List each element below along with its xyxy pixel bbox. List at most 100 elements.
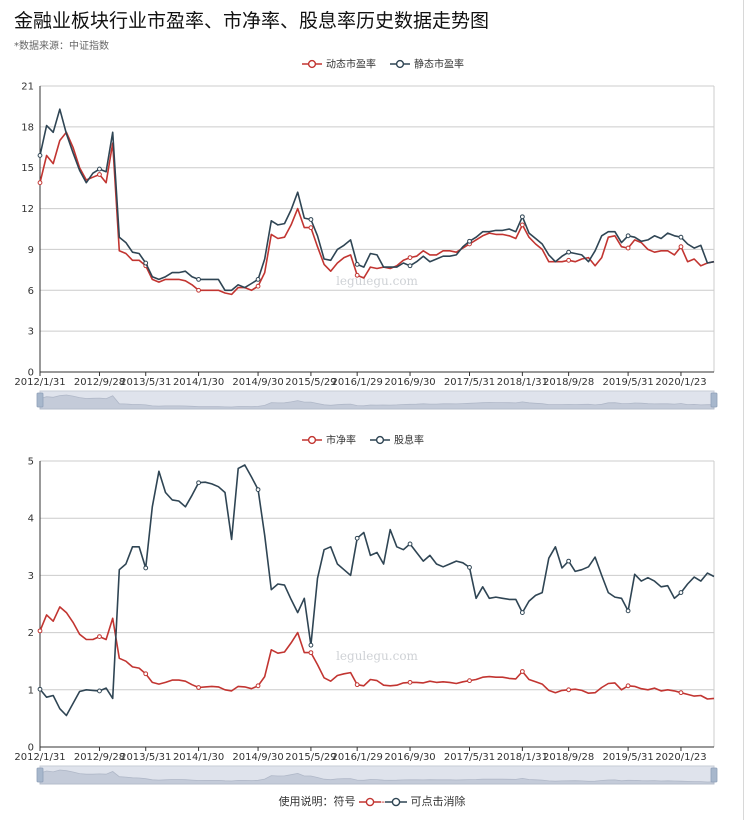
x-tick-label: 2013/5/31 [120, 377, 171, 388]
legend-item-2[interactable]: 静态市盈率 [390, 58, 464, 71]
data-point [354, 262, 360, 267]
y-tick-label: 21 [21, 82, 34, 93]
legend-marker [375, 435, 385, 445]
y-tick-label: 9 [28, 245, 34, 256]
zoom-preview [39, 769, 715, 785]
y-tick-label: 6 [28, 286, 34, 297]
x-tick-label: 2020/1/23 [655, 377, 706, 388]
x-tick-label: 2014/1/30 [173, 752, 224, 763]
zoom-preview [39, 394, 715, 410]
data-point [678, 690, 684, 696]
data-point [566, 257, 572, 263]
data-point [678, 244, 684, 250]
data-point [255, 487, 261, 493]
y-tick-label: 3 [28, 571, 34, 582]
data-point [467, 564, 472, 570]
zoom-handle-left[interactable] [36, 392, 44, 408]
data-point [97, 688, 102, 694]
x-tick-label: 2018/9/28 [543, 377, 594, 388]
zoom-handle-right[interactable] [710, 767, 718, 783]
y-tick-label: 4 [28, 514, 34, 525]
y-tick-label: 18 [21, 122, 34, 133]
x-tick-label: 2012/9/28 [74, 752, 125, 763]
data-point [37, 180, 43, 186]
y-tick-label: 5 [28, 457, 34, 468]
x-tick-label: 2014/9/30 [232, 377, 283, 388]
watermark: legulegu.com [336, 649, 418, 663]
legend-label: 动态市盈率 [326, 58, 376, 71]
series-line-2 [39, 108, 715, 292]
data-point [196, 276, 201, 282]
data-point [678, 590, 684, 595]
series-line-1 [39, 606, 715, 700]
data-point [255, 683, 261, 689]
data-point [37, 628, 43, 634]
x-tick-label: 2017/5/31 [444, 377, 495, 388]
y-tick-label: 0 [28, 368, 34, 379]
x-tick-label: 2012/1/31 [14, 752, 65, 763]
x-tick-label: 2015/5/29 [285, 377, 336, 388]
x-tick-label: 2014/9/30 [232, 752, 283, 763]
usage-note: 使用说明：符号 - 可点击消除 [278, 795, 466, 808]
x-tick-label: 2016/9/30 [384, 377, 435, 388]
data-point [519, 610, 525, 615]
legend-marker [307, 59, 317, 69]
data-point [255, 276, 261, 282]
data-point [354, 272, 360, 278]
x-tick-label: 2018/1/31 [497, 752, 548, 763]
data-point [519, 222, 525, 228]
watermark: legulegu.com [336, 274, 418, 288]
x-tick-label: 2019/5/31 [602, 752, 653, 763]
data-point [566, 249, 572, 255]
data-point [97, 634, 102, 640]
data-point [407, 255, 413, 261]
page-title: 金融业板块行业市盈率、市净率、股息率历史数据走势图 [14, 10, 490, 32]
data-point [37, 153, 43, 158]
data-point [407, 541, 413, 547]
zoom-handle-left[interactable] [36, 767, 44, 783]
data-point [625, 683, 631, 689]
usage-note-prefix: 使用说明：符号 [278, 795, 356, 808]
data-point [308, 642, 314, 648]
x-tick-label: 2017/5/31 [444, 752, 495, 763]
data-point [308, 650, 314, 656]
data-point [625, 608, 631, 614]
x-tick-label: 2016/9/30 [384, 752, 435, 763]
x-tick-label: 2015/5/29 [285, 752, 336, 763]
legend-item-1[interactable]: 动态市盈率 [302, 58, 376, 71]
data-point [519, 214, 525, 220]
zoom-handle-right[interactable] [710, 392, 718, 408]
y-tick-label: 1 [28, 685, 34, 696]
data-zoom-slider[interactable] [36, 765, 718, 785]
data-point [255, 283, 261, 289]
data-point [196, 480, 201, 486]
data-point [467, 238, 472, 244]
data-point [143, 671, 149, 677]
usage-note-suffix: 可点击消除 [410, 795, 466, 808]
legend-symbol-red-icon [359, 797, 381, 807]
data-zoom-slider[interactable] [36, 390, 718, 410]
data-point [196, 287, 201, 293]
legend-marker [307, 435, 317, 445]
data-point [467, 678, 472, 684]
legend-item-1[interactable]: 市净率 [302, 434, 356, 447]
data-point [407, 679, 413, 685]
data-point [143, 565, 149, 571]
data-point [308, 217, 314, 222]
x-tick-label: 2019/5/31 [602, 377, 653, 388]
x-tick-label: 2018/9/28 [543, 752, 594, 763]
legend-label: 股息率 [394, 434, 424, 447]
source-note: *数据来源：中证指数 [14, 41, 109, 52]
data-point [407, 263, 413, 269]
x-tick-label: 2012/9/28 [74, 377, 125, 388]
data-point [97, 172, 102, 177]
data-point [678, 234, 684, 240]
data-point [37, 686, 43, 692]
data-point [196, 685, 201, 690]
x-tick-label: 2012/1/31 [14, 377, 65, 388]
legend-item-2[interactable]: 股息率 [370, 434, 424, 447]
data-point [308, 225, 314, 231]
